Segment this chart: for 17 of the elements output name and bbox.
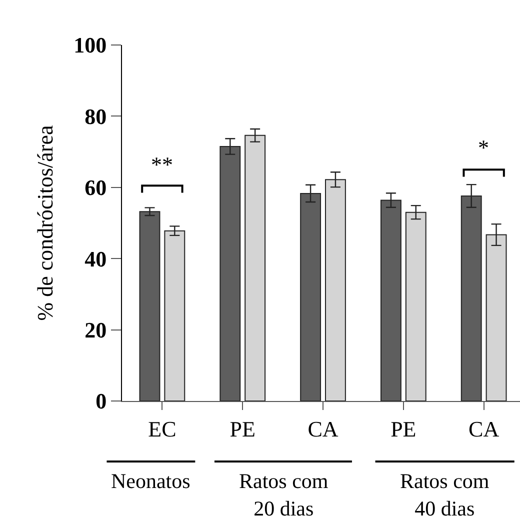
- x-tick-label: PE: [390, 416, 416, 442]
- annotation: *: [478, 135, 489, 160]
- y-axis-title: % de condrócitos/área: [32, 125, 58, 321]
- y-tick-label: 100: [74, 32, 107, 58]
- text: Ratos com 40 dias: [400, 469, 490, 520]
- x-tick-label: PE: [230, 416, 256, 442]
- y-tick-label: 40: [84, 246, 107, 272]
- text: Neonatos: [111, 469, 190, 493]
- x-tick-label: EC: [148, 416, 176, 442]
- x-tick-label: CA: [308, 416, 338, 442]
- text: Ratos com 20 dias: [239, 469, 328, 520]
- y-tick-label: 80: [84, 104, 107, 129]
- y-tick-label: 60: [84, 175, 107, 200]
- y-tick-label: 20: [84, 318, 107, 342]
- x-tick-label: CA: [468, 416, 500, 442]
- y-tick-label: 0: [96, 388, 107, 414]
- annotation: **: [151, 152, 173, 177]
